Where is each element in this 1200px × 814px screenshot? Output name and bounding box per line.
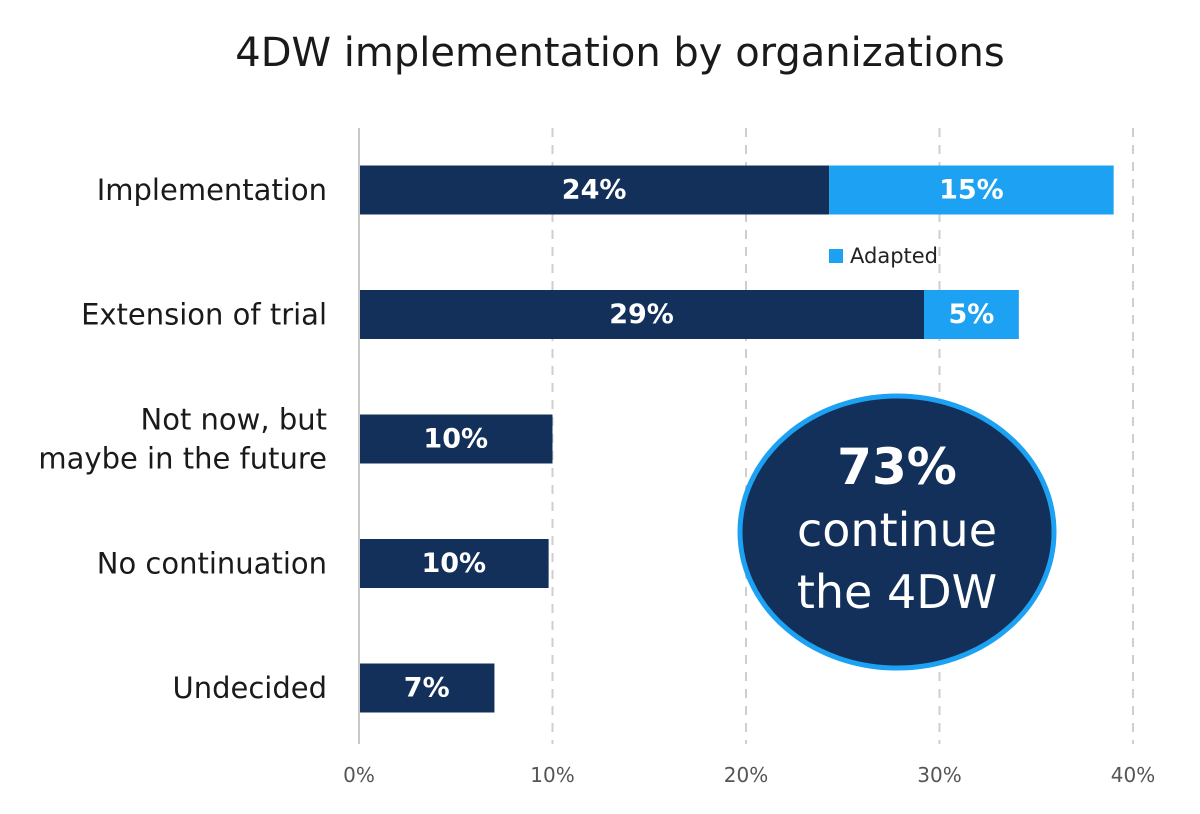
bar-data-label: 15% — [939, 175, 1004, 206]
category-label: Not now, but maybe in the future — [38, 403, 327, 476]
bar-data-label: 7% — [404, 673, 450, 704]
x-tick-label: 30% — [917, 763, 961, 787]
x-tick-label: 10% — [530, 763, 574, 787]
x-tick-label: 40% — [1111, 763, 1155, 787]
bar-data-label: 5% — [949, 299, 995, 330]
callout: 73% continue the 4DW — [737, 393, 1057, 671]
bar-adapted — [924, 290, 1019, 339]
axis: 0% 10% 20% 30% 40% — [343, 128, 1155, 787]
bar-data-label: 24% — [562, 175, 627, 206]
bar-main — [359, 165, 830, 215]
legend-label: Adapted — [850, 244, 938, 268]
callout-circle — [737, 393, 1057, 671]
bar-adapted — [829, 165, 1114, 215]
bar-main — [359, 290, 925, 339]
bar-main — [359, 539, 549, 588]
x-tick-label: 20% — [724, 763, 768, 787]
callout-percent: 73% — [837, 438, 957, 496]
bar-data-label: 29% — [609, 299, 674, 330]
legend: Adapted — [829, 244, 938, 268]
bar-data-label: 10% — [423, 424, 488, 455]
bar-main — [359, 414, 553, 464]
category-label: Extension of trial — [81, 298, 327, 332]
bar-main — [359, 663, 495, 713]
callout-line: continue — [797, 503, 997, 557]
bars — [359, 165, 1114, 713]
chart-title: 4DW implementation by organizations — [235, 30, 1005, 76]
bar-data-label: 10% — [421, 548, 486, 579]
legend-swatch — [829, 249, 843, 263]
category-label: Undecided — [172, 671, 327, 705]
labels: Implementation 24% 15% Extension of trial 29… — [38, 173, 1003, 705]
callout-line: the 4DW — [797, 565, 997, 619]
category-label: Implementation — [97, 173, 327, 207]
category-label: No continuation — [97, 547, 327, 581]
x-tick-label: 0% — [343, 763, 375, 787]
